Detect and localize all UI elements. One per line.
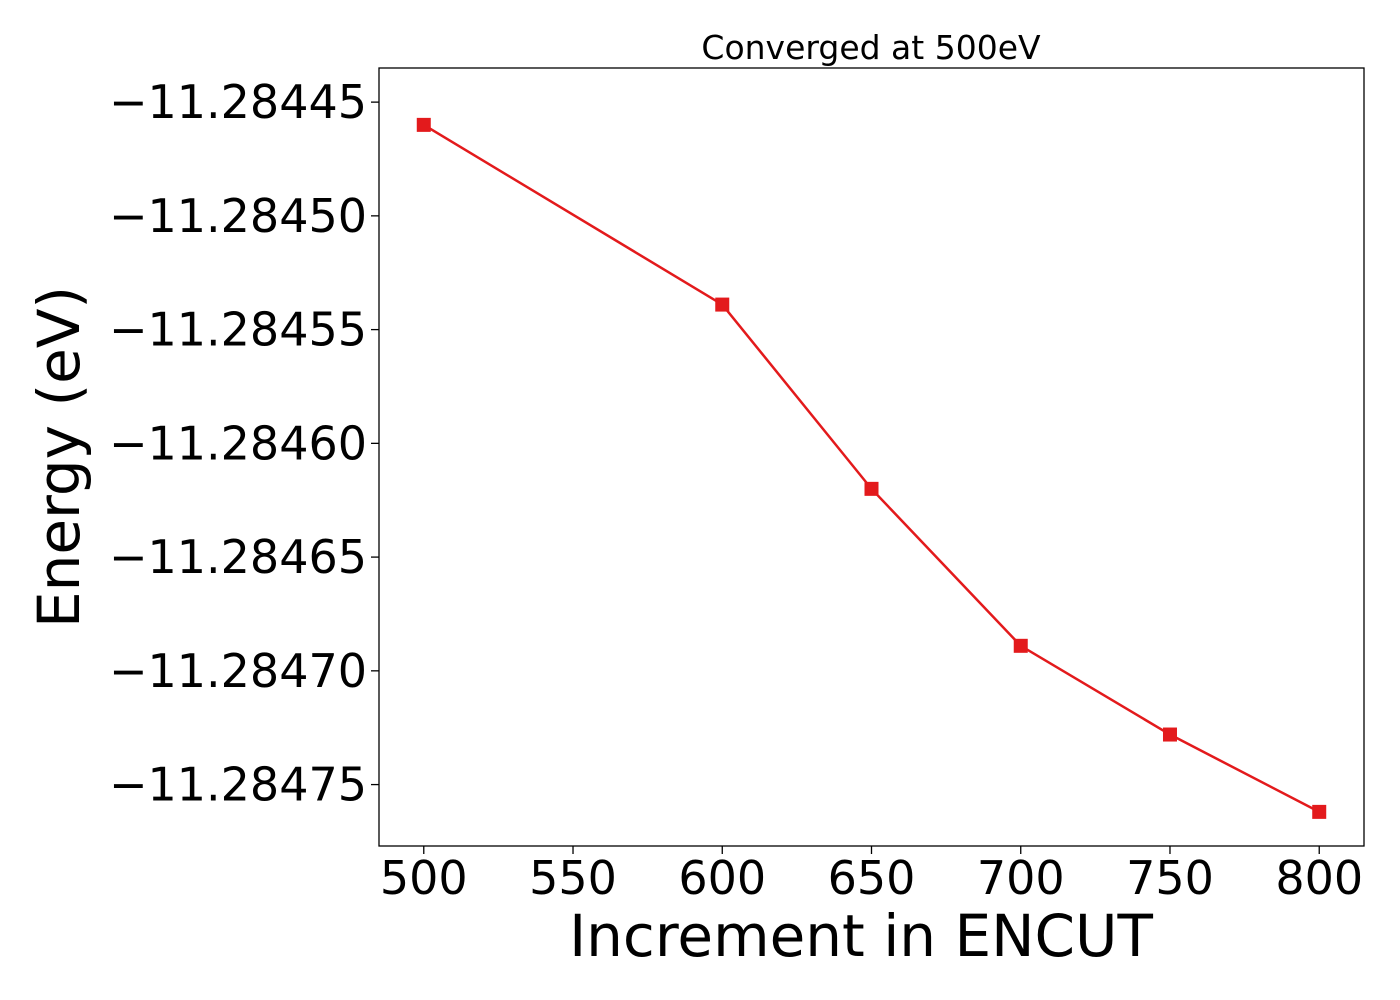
data-point-marker: [864, 481, 879, 496]
x-axis-label: Increment in ENCUT: [569, 902, 1153, 970]
y-axis: −11.28445 −11.28450 −11.28455 −11.28460 −11.…: [109, 75, 379, 812]
x-tick-label: 750: [1126, 851, 1214, 905]
data-point-marker: [416, 117, 431, 132]
y-tick-label: −11.28475: [109, 758, 367, 812]
x-tick-label: 500: [380, 851, 468, 905]
y-tick-label: −11.28455: [109, 303, 367, 357]
x-tick-label: 700: [977, 851, 1065, 905]
data-point-marker: [1162, 727, 1177, 742]
chart-title: Converged at 500eV: [701, 28, 1041, 67]
y-tick-label: −11.28445: [109, 75, 367, 129]
y-tick-label: −11.28470: [109, 644, 367, 698]
y-tick-label: −11.28460: [109, 416, 367, 470]
data-point-marker: [1013, 638, 1028, 653]
x-tick-label: 550: [529, 851, 617, 905]
series-line: [423, 123, 1320, 813]
data-point-marker: [715, 297, 730, 312]
x-tick-label: 800: [1275, 851, 1363, 905]
series-layer: [416, 117, 1327, 819]
x-axis: 500 550 600 650 700 750 800: [380, 846, 1363, 905]
y-tick-label: −11.28465: [109, 530, 367, 584]
data-point-marker: [1312, 804, 1327, 819]
plot-area: [378, 67, 1365, 847]
x-tick-label: 650: [828, 851, 916, 905]
y-tick-label: −11.28450: [109, 189, 367, 243]
x-tick-label: 600: [678, 851, 766, 905]
y-axis-label: Energy (eV): [25, 286, 93, 628]
